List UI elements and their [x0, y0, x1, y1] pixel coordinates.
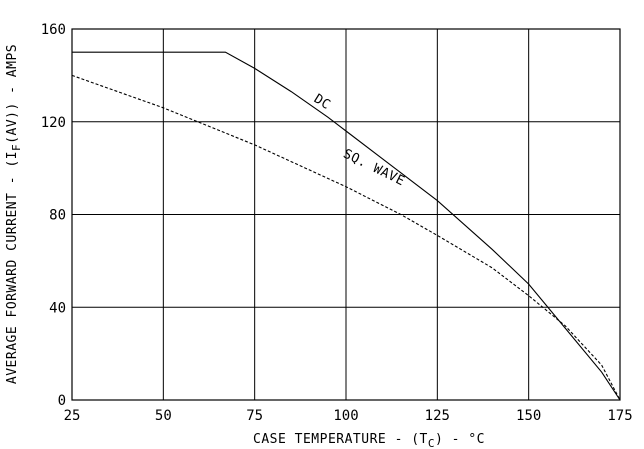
x-tick-label: 75: [246, 408, 263, 424]
series-layer: [71, 51, 621, 401]
y-tick-label: 80: [49, 208, 66, 224]
y-tick-label: 120: [41, 115, 66, 131]
x-tick-label: 100: [333, 408, 358, 424]
x-tick-label: 125: [425, 408, 450, 424]
x-tick-label: 175: [607, 408, 632, 424]
y-tick-label: 160: [41, 22, 66, 38]
y-axis-label: AVERAGE FORWARD CURRENT - (IF(AV)) - AMP…: [5, 44, 23, 384]
series-label: SQ. WAVE: [341, 147, 407, 190]
x-tick-label: 25: [64, 408, 81, 424]
grid: [71, 28, 621, 401]
tick-labels: 25 50 75 100 125 150 175 0 40 80 120 160: [41, 22, 633, 424]
x-tick-label: 150: [516, 408, 541, 424]
x-axis-label: CASE TEMPERATURE - (TC) - °C: [253, 432, 485, 449]
y-tick-label: 0: [58, 393, 66, 409]
series-sq-wave-line: [71, 74, 621, 401]
y-tick-label: 40: [49, 300, 66, 316]
series-dc-line: [72, 51, 621, 401]
series-label: DC: [311, 92, 333, 114]
x-tick-label: 50: [155, 408, 172, 424]
